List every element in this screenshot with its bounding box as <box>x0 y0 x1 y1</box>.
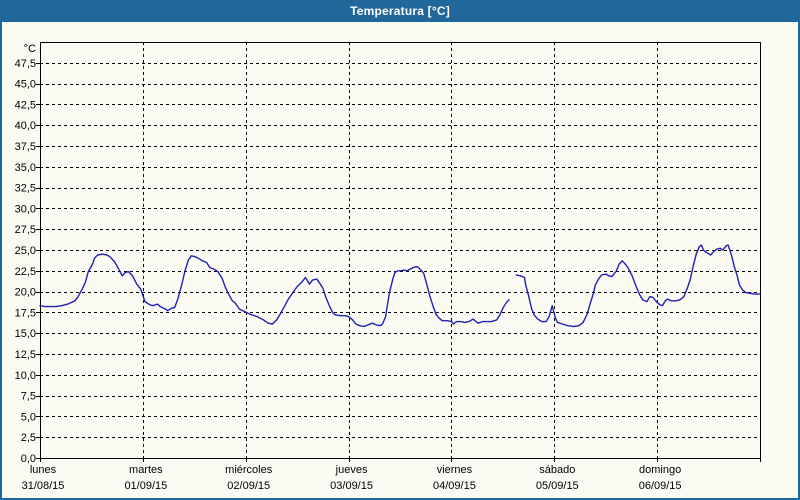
y-tick-label: 2,5 <box>21 432 36 444</box>
x-axis-day-label: martes <box>129 464 163 476</box>
y-tick-label: 25,0 <box>15 245 36 257</box>
y-tick-label: 40,0 <box>15 120 36 132</box>
y-tick-label: 37,5 <box>15 141 36 153</box>
x-axis-date-label: 02/09/15 <box>227 480 270 492</box>
y-axis-unit-label: °C <box>24 43 36 55</box>
y-tick-label: 12,5 <box>15 349 36 361</box>
x-axis-day-label: jueves <box>335 464 368 476</box>
x-axis-day-label: lunes <box>30 464 57 476</box>
x-axis-date-label: 01/09/15 <box>124 480 167 492</box>
y-tick-label: 47,5 <box>15 58 36 70</box>
plot-area: 0,0 2,5 5,0 7,5 10,0 12,5 15,0 17,5 20,0 22,5 25,0… <box>2 22 798 498</box>
y-tick-label: 30,0 <box>15 203 36 215</box>
y-tick-label: 7,5 <box>21 391 36 403</box>
x-axis-day-label: domingo <box>639 464 681 476</box>
y-tick-label: 0,0 <box>21 453 36 465</box>
y-tick-label: 15,0 <box>15 328 36 340</box>
y-tick-label: 10,0 <box>15 370 36 382</box>
plot-border <box>40 42 761 459</box>
x-axis-date-label: 06/09/15 <box>639 480 682 492</box>
y-tick-label: 27,5 <box>15 224 36 236</box>
y-tick-label: 17,5 <box>15 307 36 319</box>
chart-title-bar: Temperatura [°C] <box>2 2 798 22</box>
x-axis-day-label: viernes <box>437 464 473 476</box>
x-axis-date-label: 04/09/15 <box>433 480 476 492</box>
y-tick-label: 35,0 <box>15 162 36 174</box>
y-tick-label: 22,5 <box>15 266 36 278</box>
x-axis-date-label: 03/09/15 <box>330 480 373 492</box>
y-tick-label: 32,5 <box>15 183 36 195</box>
temperature-line-segment <box>515 244 761 328</box>
y-tick-label: 42,5 <box>15 99 36 111</box>
temperature-line-segment <box>39 253 510 328</box>
y-tick-label: 5,0 <box>21 411 36 423</box>
y-tick-label: 45,0 <box>15 79 36 91</box>
x-axis-date-label: 05/09/15 <box>536 480 579 492</box>
y-tick-label: 20,0 <box>15 287 36 299</box>
chart-title: Temperatura [°C] <box>350 4 450 18</box>
x-axis-day-label: sábado <box>539 464 575 476</box>
x-axis-date-label: 31/08/15 <box>22 480 65 492</box>
x-axis-day-label: miércoles <box>225 464 273 476</box>
temperature-chart-svg: 0,0 2,5 5,0 7,5 10,0 12,5 15,0 17,5 20,0 22,5 25,0… <box>15 42 761 492</box>
